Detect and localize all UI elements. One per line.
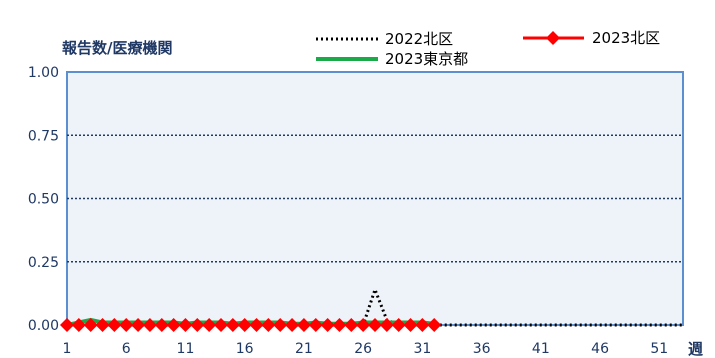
- data-point-2023-kita: [427, 318, 442, 332]
- legend-label-2023-tokyo: 2023東京都: [385, 50, 468, 68]
- y-tick-label: 0.00: [28, 318, 59, 334]
- x-tick-label: 51: [650, 341, 668, 357]
- legend-item-2023-kita: 2023北区: [523, 29, 660, 47]
- y-axis-ticks: 0.00 0.25 0.50 0.75 1.00: [28, 65, 59, 334]
- x-tick-label: 16: [236, 341, 254, 357]
- data-point-2023-kita: [95, 318, 110, 332]
- x-tick-label: 36: [473, 341, 491, 357]
- data-point-2023-kita: [154, 318, 169, 332]
- data-point-2023-kita: [308, 318, 323, 332]
- data-point-2023-kita: [391, 318, 406, 332]
- data-point-2023-kita: [273, 318, 288, 332]
- data-point-2023-kita: [202, 318, 217, 332]
- data-point-2023-kita: [214, 318, 228, 332]
- series-layer: [60, 285, 683, 332]
- data-point-2023-kita: [178, 318, 193, 332]
- series-line-0: [67, 285, 683, 327]
- data-point-2023-kita: [131, 318, 146, 332]
- data-point-2023-kita: [166, 318, 181, 332]
- data-point-2023-kita: [344, 318, 359, 332]
- data-point-2023-kita: [379, 318, 394, 332]
- x-tick-label: 11: [177, 341, 195, 357]
- legend: 2022北区 2023東京都 2023北区: [316, 29, 660, 68]
- y-tick-label: 1.00: [28, 65, 59, 81]
- data-point-2023-kita: [332, 318, 347, 332]
- gridlines: [67, 134, 683, 263]
- data-point-2023-kita: [119, 318, 134, 332]
- y-tick-label: 0.75: [28, 128, 59, 144]
- y-tick-label: 0.50: [28, 192, 59, 208]
- y-tick-label: 0.25: [28, 255, 59, 271]
- legend-marker-2023-kita: [546, 31, 560, 45]
- x-tick-label: 46: [591, 341, 609, 357]
- y-axis-title: 報告数/医療機関: [62, 39, 172, 57]
- data-point-2023-kita: [415, 318, 430, 332]
- x-tick-label: 26: [354, 341, 372, 357]
- data-point-2023-kita: [107, 318, 122, 332]
- data-point-2023-kita: [261, 318, 276, 332]
- legend-item-2023-tokyo: 2023東京都: [316, 50, 468, 68]
- data-point-2023-kita: [237, 318, 252, 332]
- x-tick-label: 41: [532, 341, 550, 357]
- x-tick-label: 1: [63, 341, 72, 357]
- x-axis-ticks: 1 6 11 16 21 26 31 36 41 46 51: [63, 341, 669, 357]
- x-axis-title: 週: [688, 340, 703, 358]
- data-point-2023-kita: [60, 318, 74, 332]
- data-point-2023-kita: [83, 318, 98, 332]
- x-tick-label: 31: [413, 341, 431, 357]
- x-tick-label: 21: [295, 341, 313, 357]
- data-point-2023-kita: [320, 318, 335, 332]
- data-point-2023-kita: [142, 318, 157, 332]
- data-point-2023-kita: [368, 318, 382, 332]
- data-point-2023-kita: [403, 318, 418, 332]
- data-point-2023-kita: [356, 318, 371, 332]
- data-point-2023-kita: [190, 318, 205, 332]
- data-point-2023-kita: [225, 318, 240, 332]
- data-point-2023-kita: [71, 318, 86, 332]
- data-point-2023-kita: [296, 318, 311, 332]
- legend-label-2022-kita: 2022北区: [385, 30, 453, 48]
- x-tick-label: 6: [122, 341, 131, 357]
- legend-item-2022-kita: 2022北区: [316, 30, 453, 48]
- data-point-2023-kita: [249, 318, 264, 332]
- data-point-2023-kita: [285, 318, 300, 332]
- legend-label-2023-kita: 2023北区: [592, 29, 660, 47]
